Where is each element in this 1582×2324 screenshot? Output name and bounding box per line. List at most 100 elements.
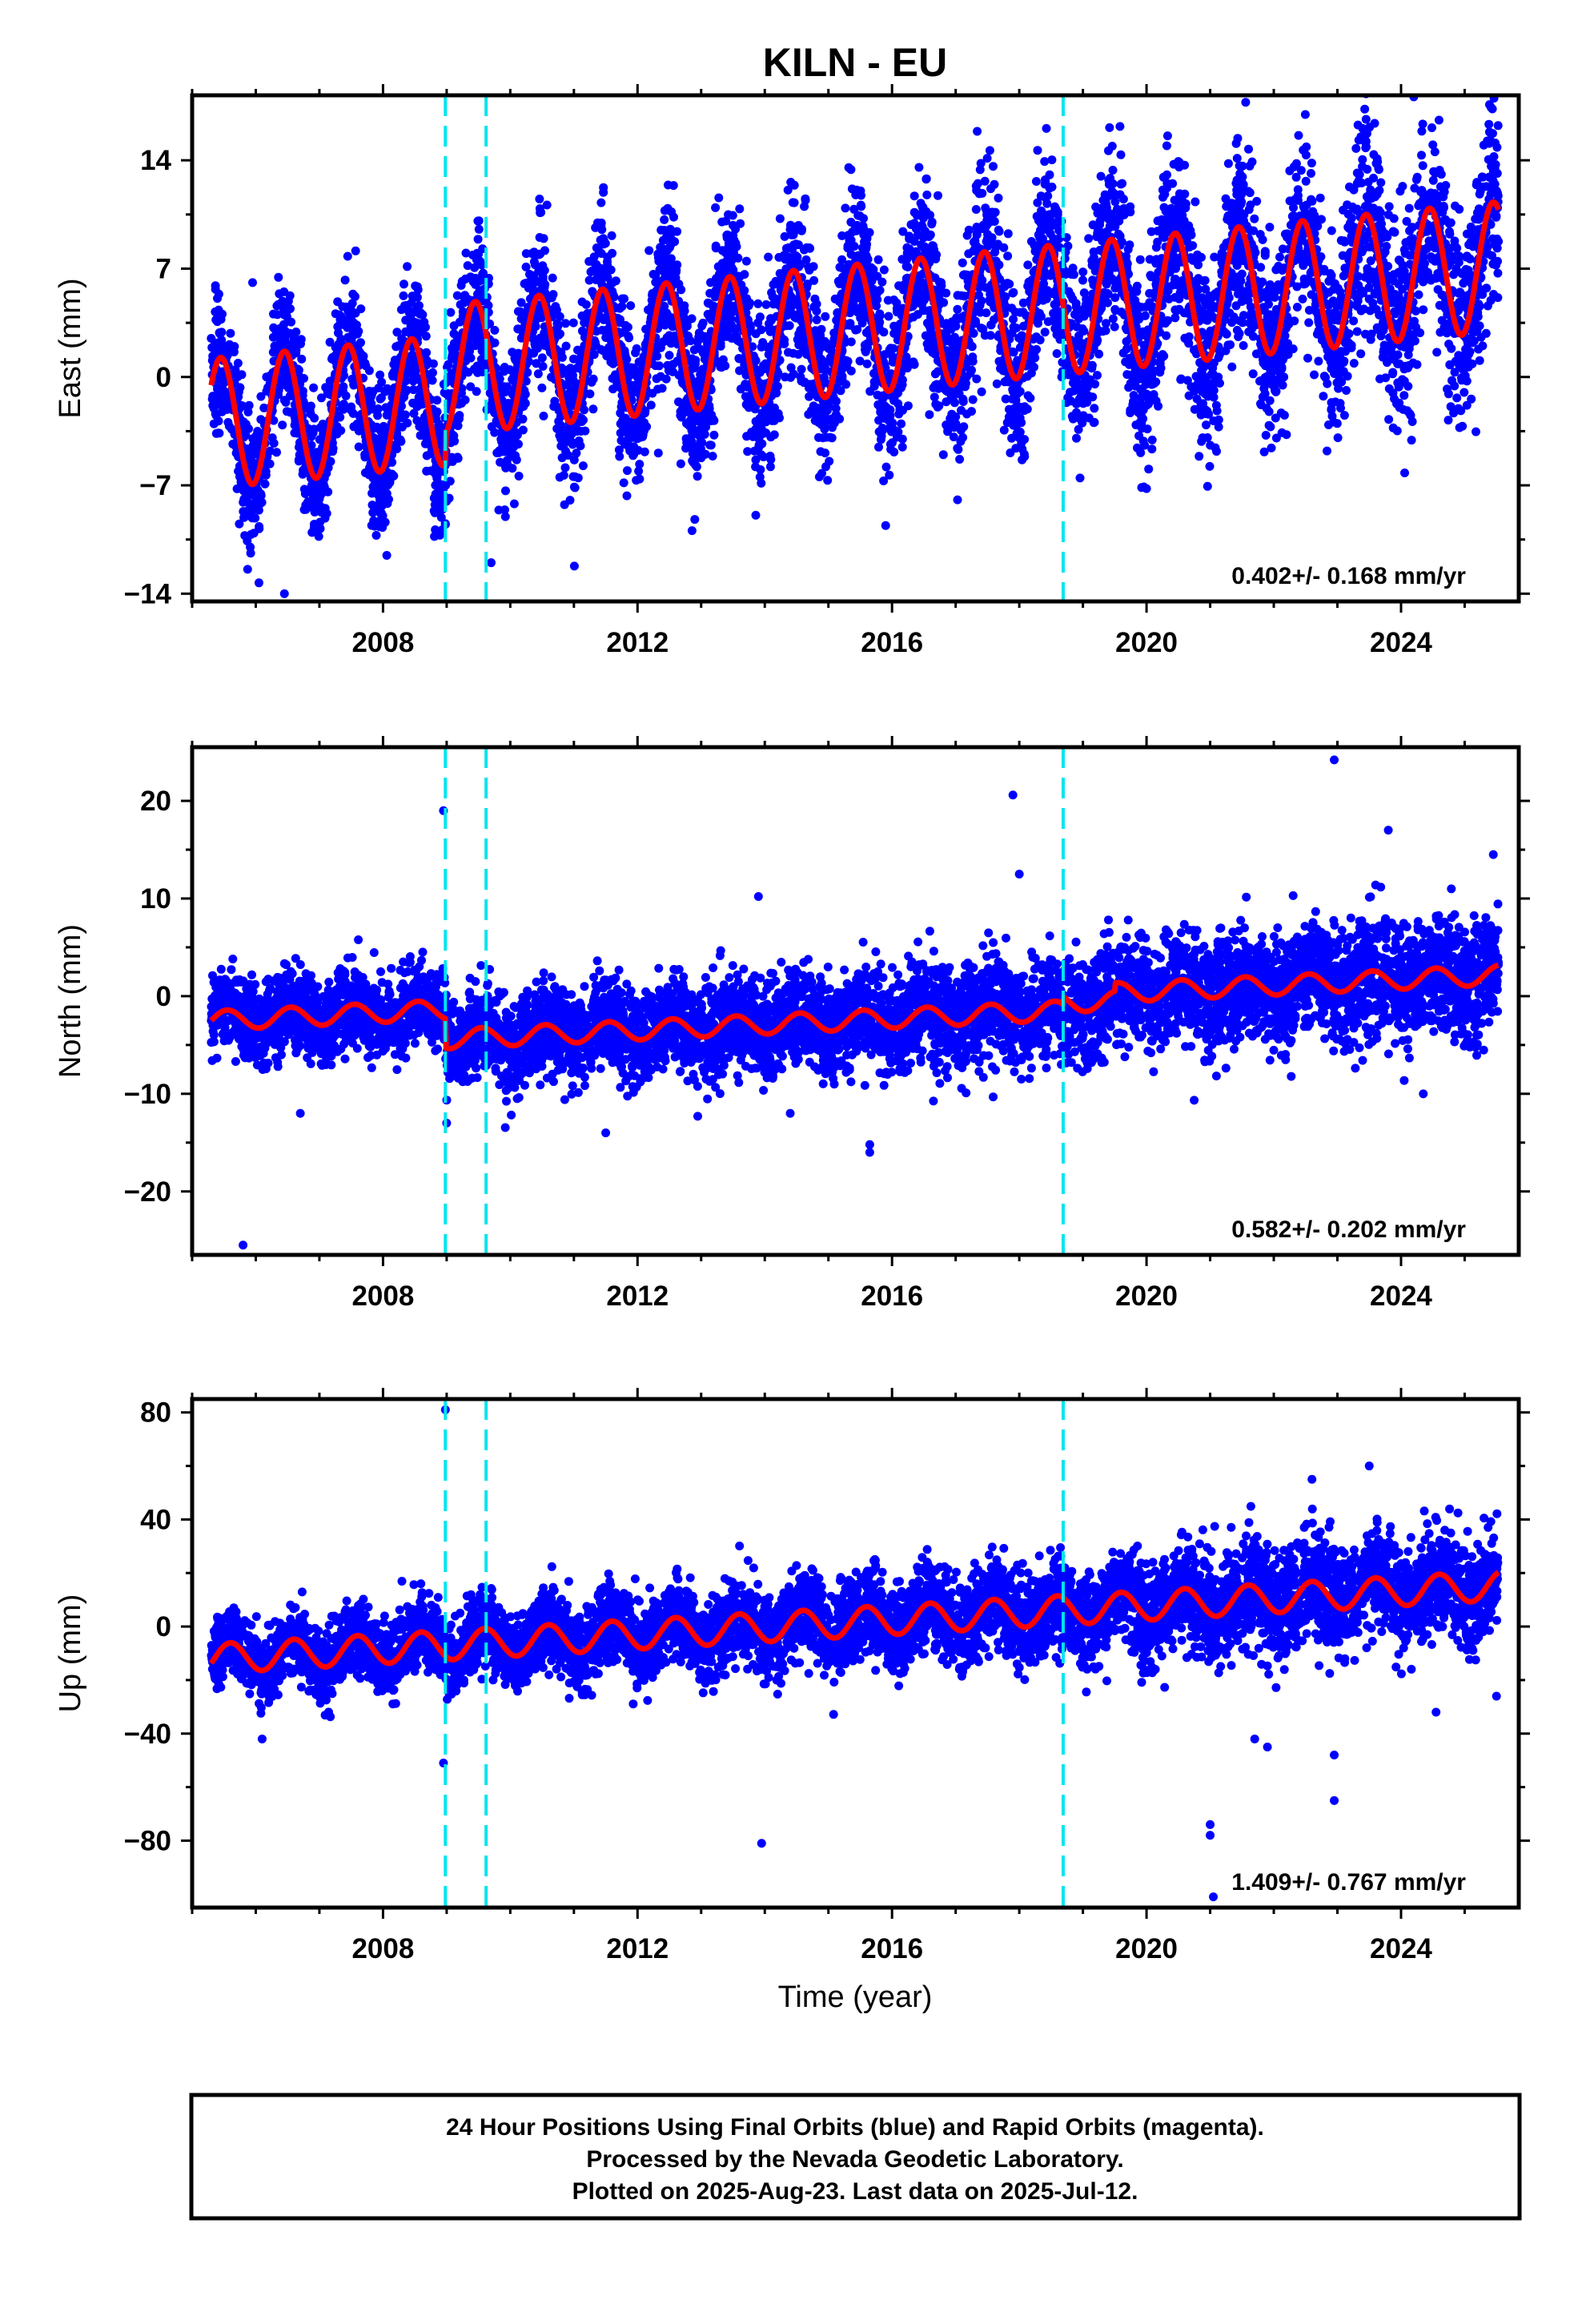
data-point: [432, 396, 442, 405]
data-point: [1300, 110, 1310, 119]
data-point: [211, 411, 221, 420]
data-point: [1232, 154, 1242, 163]
data-point: [233, 359, 243, 368]
data-point: [343, 251, 352, 261]
data-point: [227, 424, 236, 434]
data-point: [466, 382, 476, 392]
data-point: [1339, 236, 1349, 246]
data-point: [897, 255, 907, 264]
data-point: [1244, 144, 1253, 154]
data-point: [847, 184, 857, 194]
data-point: [1408, 330, 1418, 340]
data-point: [1176, 375, 1186, 384]
data-point: [396, 436, 406, 446]
data-point: [1493, 121, 1503, 131]
data-point: [1352, 327, 1362, 336]
data-point: [992, 379, 1002, 388]
data-point: [1388, 368, 1398, 377]
data-point: [1417, 127, 1427, 136]
data-point: [1361, 115, 1371, 124]
data-point: [399, 291, 408, 300]
data-point: [1483, 136, 1492, 146]
data-point: [1162, 141, 1171, 151]
data-point: [1132, 281, 1142, 291]
data-point: [708, 452, 717, 461]
data-point: [375, 370, 385, 380]
data-point: [1275, 252, 1284, 262]
data-point: [1303, 353, 1312, 363]
data-point: [431, 480, 440, 490]
data-point: [1360, 104, 1370, 114]
data-point: [922, 190, 932, 199]
data-point: [1096, 171, 1106, 181]
data-point: [340, 275, 350, 285]
data-point: [1449, 251, 1459, 261]
data-point: [853, 324, 862, 334]
data-point: [207, 394, 217, 404]
data-point: [1293, 185, 1303, 195]
data-point: [509, 499, 519, 509]
data-point: [1094, 349, 1104, 359]
data-point: [1460, 388, 1469, 397]
data-point: [1362, 38, 1371, 46]
data-point: [1012, 324, 1022, 333]
data-point: [1454, 258, 1464, 267]
data-point: [215, 329, 225, 339]
data-point: [500, 365, 510, 375]
data-point: [971, 205, 981, 214]
data-point: [968, 352, 978, 362]
data-point: [914, 163, 924, 172]
data-point: [753, 299, 763, 308]
data-point: [1162, 170, 1171, 179]
data-point: [1159, 203, 1169, 212]
data-point: [461, 248, 471, 258]
data-point: [561, 341, 571, 351]
data-point: [1047, 183, 1057, 191]
data-point: [1018, 444, 1027, 454]
data-point: [596, 198, 606, 207]
data-point: [761, 300, 771, 309]
data-point: [775, 214, 785, 223]
data-point: [335, 412, 345, 422]
data-point: [375, 394, 385, 404]
data-point: [1283, 232, 1292, 242]
data-point: [711, 203, 721, 212]
data-point: [1203, 392, 1213, 401]
data-point: [886, 444, 896, 454]
data-point: [1333, 433, 1343, 443]
data-point: [1115, 122, 1125, 131]
data-point: [634, 357, 644, 367]
data-point: [1003, 251, 1013, 261]
data-point: [1108, 314, 1118, 324]
data-point: [1088, 275, 1098, 285]
data-point: [1466, 222, 1476, 231]
data-point: [569, 561, 579, 571]
data-point: [317, 393, 326, 403]
data-point: [400, 279, 408, 289]
data-point: [1301, 176, 1311, 186]
data-point: [654, 256, 664, 266]
data-point: [1392, 426, 1402, 436]
data-point: [1135, 255, 1145, 264]
data-point: [1108, 166, 1118, 175]
data-point: [1408, 358, 1418, 368]
data-point: [274, 272, 283, 282]
data-point: [951, 419, 961, 428]
data-point: [1118, 179, 1127, 188]
data-point: [1047, 155, 1057, 165]
data-point: [821, 312, 830, 321]
data-point: [1327, 226, 1336, 235]
data-point: [909, 191, 919, 201]
data-point: [635, 460, 644, 469]
data-point: [956, 436, 966, 446]
data-point: [990, 179, 999, 189]
data-point: [1435, 328, 1445, 337]
data-point: [1414, 290, 1423, 300]
data-point: [566, 364, 575, 373]
data-point: [392, 328, 402, 337]
data-point: [421, 332, 431, 341]
data-point: [1484, 119, 1494, 129]
data-point: [1324, 420, 1333, 429]
data-point: [714, 193, 724, 203]
data-point: [1089, 252, 1098, 262]
